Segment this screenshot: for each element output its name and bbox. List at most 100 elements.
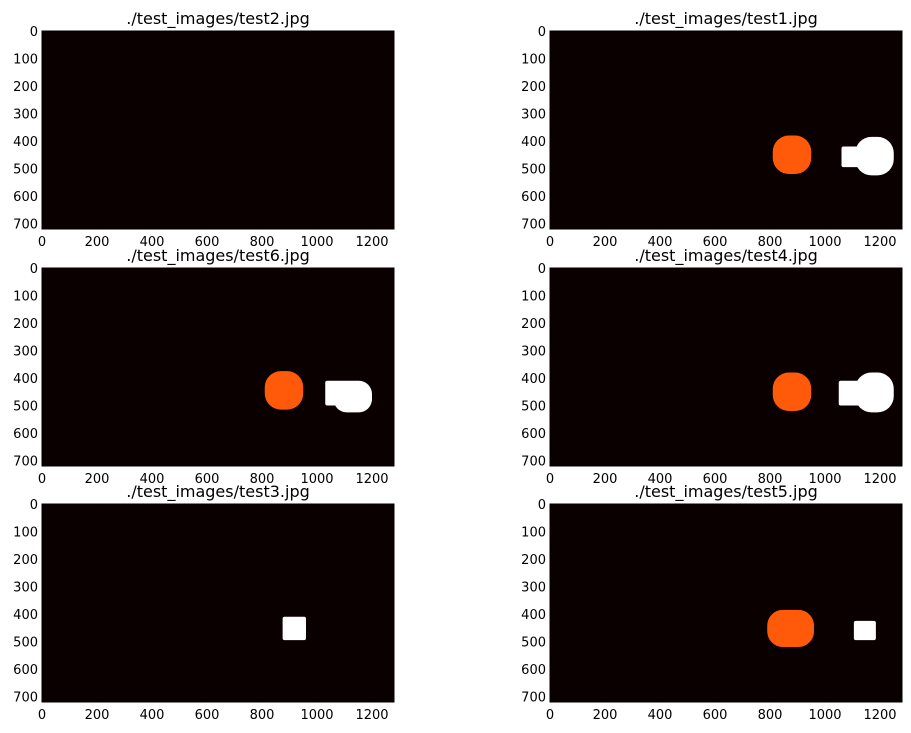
axes-frame [41, 30, 395, 230]
image-background [550, 268, 902, 466]
heat-blob [838, 380, 861, 406]
heat-blob [264, 371, 304, 410]
x-tick-label: 600 [195, 235, 220, 250]
y-tick-label: 700 [13, 455, 38, 470]
y-tick-label: 400 [521, 608, 546, 623]
y-tick-label: 700 [13, 218, 38, 233]
image-background [550, 31, 902, 229]
y-tick-label: 700 [521, 455, 546, 470]
x-tick-label: 1000 [808, 472, 841, 487]
y-tick-label: 700 [521, 218, 546, 233]
y-tick-label: 300 [13, 108, 38, 123]
image-background [42, 504, 394, 702]
blob-layer [772, 135, 894, 176]
y-tick-label: 100 [13, 526, 38, 541]
x-tick-label: 1000 [300, 472, 333, 487]
y-tick-label: 200 [13, 553, 38, 568]
y-tick-label: 600 [13, 190, 38, 205]
y-tick-label: 600 [13, 663, 38, 678]
y-tick-label: 500 [521, 636, 546, 651]
x-tick-label: 1000 [808, 235, 841, 250]
y-tick-label: 500 [521, 163, 546, 178]
axes-frame [41, 267, 395, 467]
x-tick-label: 800 [758, 708, 783, 723]
x-tick-label: 800 [250, 235, 275, 250]
y-tick-label: 0 [30, 262, 38, 277]
x-tick-label: 200 [85, 472, 110, 487]
x-tick-label: 400 [648, 472, 673, 487]
x-tick-label: 1000 [808, 708, 841, 723]
x-tick-label: 200 [593, 708, 618, 723]
y-tick-label: 600 [521, 663, 546, 678]
subplot: ./test_images/test5.jpg 0 200 400 600 800 1000… [521, 482, 903, 723]
x-tick-label: 1000 [300, 235, 333, 250]
y-tick-label: 300 [521, 108, 546, 123]
y-tick-label: 0 [538, 262, 546, 277]
x-tick-label: 400 [140, 235, 165, 250]
x-tick-label: 800 [758, 235, 783, 250]
heat-blob [282, 616, 306, 641]
subplot-title: ./test_images/test3.jpg [126, 482, 310, 502]
x-tick-label: 0 [38, 235, 46, 250]
subplot-title: ./test_images/test4.jpg [634, 246, 818, 266]
y-tick-label: 400 [13, 135, 38, 150]
x-tick-label: 400 [648, 235, 673, 250]
x-tick-label: 0 [38, 472, 46, 487]
heat-blob [855, 136, 894, 176]
blob-layer [282, 616, 306, 641]
y-tick-label: 400 [13, 372, 38, 387]
x-tick-label: 600 [195, 708, 220, 723]
x-tick-label: 0 [38, 708, 46, 723]
x-tick-label: 200 [85, 708, 110, 723]
x-tick-label: 0 [546, 472, 554, 487]
blob-layer [767, 609, 876, 647]
x-tick-label: 1200 [355, 708, 388, 723]
y-tick-label: 600 [521, 190, 546, 205]
blob-layer [264, 371, 372, 413]
subplot-title: ./test_images/test5.jpg [634, 482, 818, 502]
x-tick-label: 1200 [863, 472, 896, 487]
y-tick-label: 0 [538, 25, 546, 40]
x-tick-label: 1000 [300, 708, 333, 723]
y-tick-label: 100 [13, 290, 38, 305]
y-tick-label: 0 [538, 498, 546, 513]
y-tick-label: 200 [13, 80, 38, 95]
image-background [42, 268, 394, 466]
heat-blob [855, 372, 894, 413]
image-background [550, 504, 902, 702]
y-tick-label: 300 [521, 345, 546, 360]
y-tick-label: 200 [13, 317, 38, 332]
y-tick-label: 400 [521, 135, 546, 150]
x-tick-label: 400 [140, 472, 165, 487]
y-tick-label: 100 [521, 53, 546, 68]
x-tick-label: 600 [703, 472, 728, 487]
heat-blob [767, 609, 814, 647]
x-tick-label: 1200 [355, 235, 388, 250]
x-tick-label: 1200 [863, 235, 896, 250]
x-tick-label: 200 [85, 235, 110, 250]
blob-layer [772, 372, 894, 413]
x-tick-label: 800 [250, 472, 275, 487]
y-tick-label: 200 [521, 80, 546, 95]
x-tick-label: 200 [593, 235, 618, 250]
y-tick-label: 700 [13, 691, 38, 706]
x-tick-label: 200 [593, 472, 618, 487]
y-tick-label: 500 [13, 636, 38, 651]
heat-blob [853, 620, 876, 641]
y-tick-label: 700 [521, 691, 546, 706]
axes-frame [549, 267, 903, 467]
y-tick-label: 500 [13, 400, 38, 415]
y-tick-label: 400 [13, 608, 38, 623]
y-tick-label: 600 [521, 427, 546, 442]
y-tick-label: 200 [521, 317, 546, 332]
y-tick-label: 200 [521, 553, 546, 568]
y-tick-label: 400 [521, 372, 546, 387]
y-tick-label: 600 [13, 427, 38, 442]
x-tick-label: 1200 [355, 472, 388, 487]
x-tick-label: 400 [140, 708, 165, 723]
y-tick-label: 100 [521, 526, 546, 541]
